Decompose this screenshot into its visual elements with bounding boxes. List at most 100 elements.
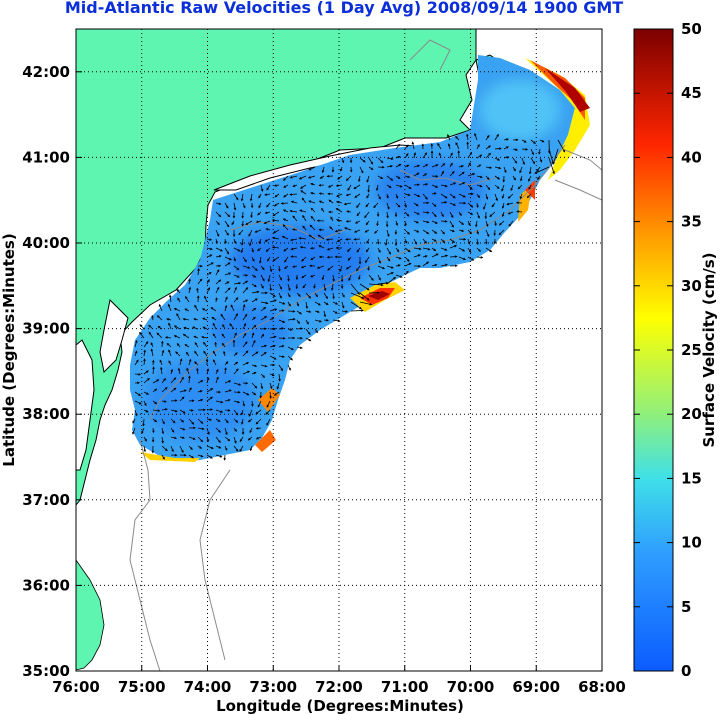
velocity-arrowhead bbox=[515, 201, 519, 205]
velocity-arrowhead bbox=[164, 400, 167, 403]
velocity-arrowhead bbox=[452, 170, 455, 174]
velocity-arrowhead bbox=[356, 249, 360, 253]
velocity-arrow bbox=[364, 211, 370, 218]
velocity-arrowhead bbox=[259, 260, 262, 264]
velocity-arrowhead bbox=[282, 209, 286, 212]
velocity-arrow bbox=[431, 184, 438, 188]
velocity-arrowhead bbox=[255, 268, 258, 271]
velocity-arrowhead bbox=[424, 152, 428, 155]
velocity-arrow bbox=[188, 359, 192, 366]
velocity-arrow bbox=[174, 335, 181, 339]
velocity-arrowhead bbox=[466, 133, 469, 137]
velocity-arrow bbox=[422, 229, 429, 235]
velocity-arrowhead bbox=[240, 250, 244, 254]
velocity-arrow bbox=[233, 436, 237, 444]
velocity-arrow bbox=[186, 368, 190, 375]
velocity-arrowhead bbox=[152, 430, 155, 434]
velocity-arrow bbox=[413, 193, 420, 197]
velocity-arrowhead bbox=[132, 431, 135, 435]
velocity-arrow bbox=[327, 265, 334, 271]
velocity-arrowhead bbox=[334, 229, 338, 233]
velocity-arrowhead bbox=[253, 316, 256, 320]
chesapeake-bay bbox=[76, 339, 95, 471]
velocity-arrowhead bbox=[365, 249, 369, 253]
velocity-arrowhead bbox=[291, 347, 294, 351]
velocity-arrowhead bbox=[366, 287, 370, 291]
velocity-arrow bbox=[365, 256, 370, 263]
velocity-arrowhead bbox=[227, 262, 231, 265]
velocity-arrowhead bbox=[406, 213, 410, 217]
velocity-arrowhead bbox=[284, 259, 287, 263]
velocity-arrow bbox=[287, 364, 291, 371]
velocity-arrowhead bbox=[336, 200, 339, 204]
velocity-arrow bbox=[344, 202, 352, 205]
velocity-arrowhead bbox=[435, 175, 439, 178]
velocity-arrowhead bbox=[257, 248, 260, 252]
velocity-arrow bbox=[404, 256, 410, 262]
velocity-arrowhead bbox=[174, 453, 178, 457]
velocity-arrowhead bbox=[188, 278, 191, 282]
velocity-arrowhead bbox=[319, 320, 322, 323]
velocity-arrowhead bbox=[347, 258, 351, 261]
velocity-arrowhead bbox=[388, 251, 391, 255]
velocity-arrowhead bbox=[533, 141, 536, 144]
velocity-arrow bbox=[458, 171, 465, 177]
velocity-arrow bbox=[290, 238, 298, 241]
velocity-arrowhead bbox=[290, 247, 294, 251]
velocity-arrowhead bbox=[235, 352, 238, 355]
velocity-arrowhead bbox=[255, 427, 259, 430]
velocity-arrow bbox=[314, 301, 321, 306]
velocity-arrow bbox=[188, 376, 190, 384]
velocity-arrowhead bbox=[476, 231, 479, 235]
velocity-arrowhead bbox=[249, 243, 252, 247]
velocity-arrowhead bbox=[326, 248, 330, 251]
velocity-arrowhead bbox=[200, 439, 204, 443]
velocity-arrow bbox=[132, 427, 136, 435]
velocity-arrowhead bbox=[399, 185, 403, 188]
velocity-arrowhead bbox=[296, 303, 300, 307]
velocity-arrowhead bbox=[233, 207, 237, 211]
velocity-arrowhead bbox=[486, 234, 490, 238]
velocity-arrow bbox=[215, 279, 221, 285]
colorbar-tick-label: 5 bbox=[681, 598, 691, 616]
velocity-arrow bbox=[332, 292, 335, 299]
velocity-arrowhead bbox=[358, 261, 362, 265]
velocity-arrow bbox=[318, 245, 325, 249]
velocity-arrowhead bbox=[316, 310, 320, 313]
velocity-arrow bbox=[449, 152, 453, 159]
velocity-arrowhead bbox=[220, 249, 223, 252]
velocity-arrowhead bbox=[211, 262, 214, 265]
velocity-arrowhead bbox=[244, 259, 247, 263]
velocity-arrowhead bbox=[272, 258, 276, 262]
high-velocity-patches bbox=[140, 58, 590, 462]
velocity-arrowhead bbox=[238, 383, 242, 386]
velocity-arrowhead bbox=[280, 368, 284, 372]
velocity-arrowhead bbox=[454, 245, 458, 248]
velocity-arrowhead bbox=[228, 272, 232, 275]
velocity-arrowhead bbox=[185, 296, 188, 299]
colorbar-tick-label: 35 bbox=[681, 213, 702, 231]
colorbar-tick-label: 45 bbox=[681, 84, 702, 102]
velocity-arrowhead bbox=[317, 234, 321, 238]
velocity-arrow bbox=[530, 157, 535, 164]
velocity-arrowhead bbox=[200, 398, 204, 402]
velocity-arrowhead bbox=[390, 157, 394, 161]
velocity-arrow bbox=[194, 305, 199, 312]
velocity-arrow bbox=[260, 184, 263, 192]
velocity-arrow bbox=[350, 310, 364, 312]
velocity-arrow bbox=[377, 193, 381, 200]
velocity-arrowhead bbox=[417, 183, 420, 186]
velocity-arrow bbox=[266, 400, 271, 408]
velocity-arrowhead bbox=[281, 344, 285, 348]
velocity-arrowhead bbox=[427, 247, 431, 251]
velocity-arrowhead bbox=[450, 152, 453, 156]
velocity-arrowhead bbox=[248, 413, 252, 417]
velocity-arrowhead bbox=[309, 264, 312, 268]
velocity-arrowhead bbox=[210, 408, 214, 411]
velocity-arrowhead bbox=[361, 309, 364, 312]
velocity-arrow bbox=[233, 274, 240, 278]
velocity-arrowhead bbox=[387, 206, 390, 210]
velocity-arrowhead bbox=[234, 440, 237, 444]
x-tick-label: 75:00 bbox=[118, 678, 166, 696]
velocity-arrowhead bbox=[191, 455, 195, 459]
